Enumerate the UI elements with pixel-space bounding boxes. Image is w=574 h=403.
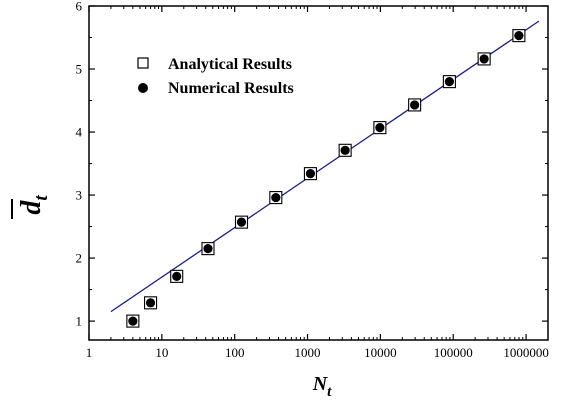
x-tick-label: 1000 <box>295 345 321 360</box>
numerical-point <box>128 316 138 326</box>
tick-layer: 1 10 100 1000 10000 100000 1000000 1 2 3 4 5 6 <box>76 0 549 360</box>
y-axis-title: dt <box>16 195 52 215</box>
numerical-point <box>172 271 182 281</box>
legend-marker-analytical <box>137 57 149 69</box>
x-axis-title-main: N <box>312 373 329 395</box>
x-tick-label: 1000000 <box>503 345 549 360</box>
legend: Analytical Results Numerical Results <box>137 56 294 97</box>
y-tick-label: 6 <box>76 0 83 14</box>
x-tick-label: 10000 <box>364 345 397 360</box>
numerical-point <box>236 217 247 227</box>
plot-layer <box>88 5 549 341</box>
legend-label-numerical: Numerical Results <box>168 80 294 97</box>
numerical-point <box>514 31 524 41</box>
y-tick-label: 1 <box>76 314 83 329</box>
y-tick-label: 2 <box>76 251 83 266</box>
x-tick-label: 10 <box>155 345 168 360</box>
fit-line <box>110 20 540 313</box>
x-tick-label: 1 <box>86 345 93 360</box>
numerical-point <box>444 77 454 87</box>
x-axis-title-sub: t <box>327 384 332 400</box>
axis-titles: Nt dt <box>11 195 332 400</box>
numerical-point <box>271 192 281 203</box>
plot-frame <box>88 5 549 341</box>
numerical-point <box>203 244 213 254</box>
x-tick-label: 100 <box>225 345 245 360</box>
y-tick-label: 3 <box>76 188 83 203</box>
numerical-point <box>340 145 350 155</box>
numerical-point <box>305 169 316 179</box>
y-axis-title-group: dt <box>11 195 52 219</box>
y-tick-label: 4 <box>76 125 83 140</box>
numerical-point <box>410 100 420 110</box>
legend-label-analytical: Analytical Results <box>168 56 292 73</box>
legend-marker-numerical <box>138 83 148 93</box>
y-tick-label: 5 <box>76 62 83 77</box>
y-axis-title-main: d <box>16 200 47 215</box>
numerical-point <box>375 123 385 133</box>
x-axis-title: Nt <box>312 373 332 400</box>
x-tick-label: 100000 <box>434 345 473 360</box>
y-axis-title-sub: t <box>31 195 52 201</box>
numerical-point <box>479 54 489 64</box>
numerical-point <box>145 298 156 308</box>
